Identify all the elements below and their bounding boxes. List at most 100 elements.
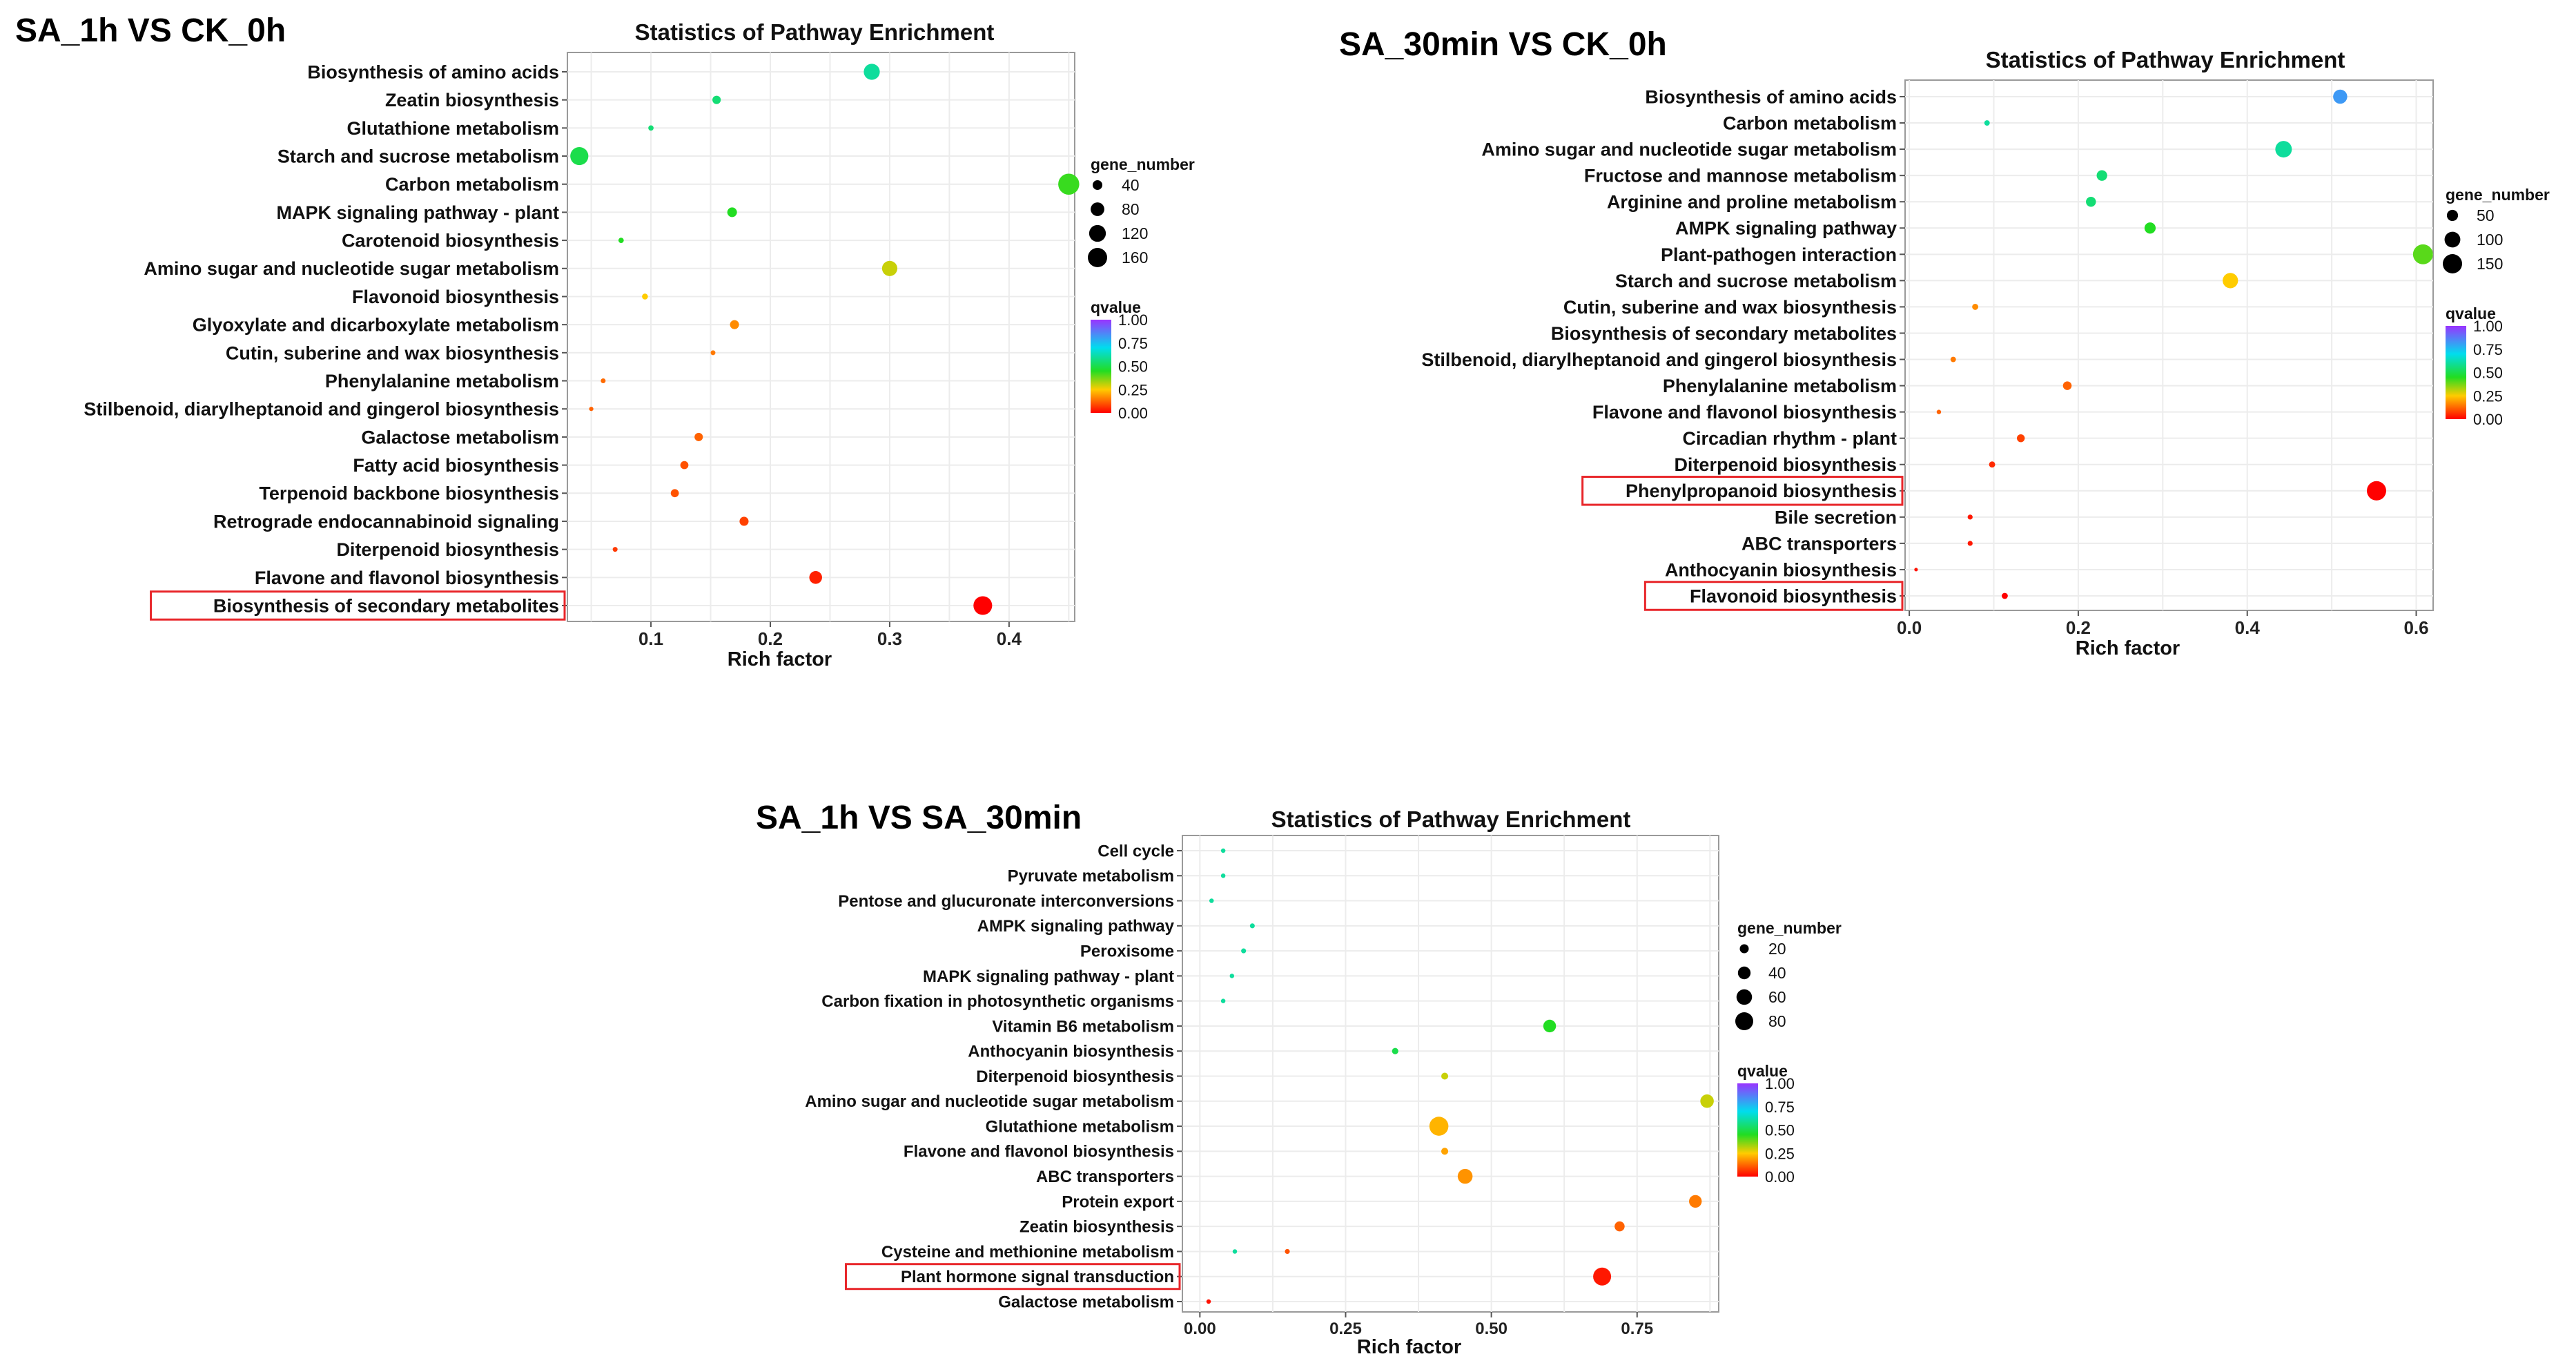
size-legend-dot bbox=[1089, 224, 1106, 242]
data-point bbox=[1936, 409, 1942, 414]
data-point bbox=[1392, 1047, 1398, 1054]
size-legend-title: gene_number bbox=[1737, 919, 1842, 937]
data-point bbox=[2144, 222, 2156, 234]
y-category-label: Flavone and flavonol biosynthesis bbox=[255, 568, 559, 588]
y-category-label: Pyruvate metabolism bbox=[1008, 867, 1174, 886]
data-point bbox=[589, 407, 594, 412]
data-point bbox=[727, 207, 737, 218]
data-point bbox=[2412, 244, 2433, 264]
size-legend-dot bbox=[1739, 944, 1749, 954]
y-category-label: Phenylpropanoid biosynthesis bbox=[1626, 481, 1897, 501]
plot-area bbox=[1182, 835, 1719, 1313]
size-legend-label: 150 bbox=[2477, 255, 2503, 273]
y-category-label: MAPK signaling pathway - plant bbox=[276, 202, 559, 223]
data-point bbox=[1689, 1195, 1702, 1208]
y-category-label: Galactose metabolism bbox=[361, 427, 559, 447]
data-point bbox=[642, 293, 648, 300]
y-category-label: Anthocyanin biosynthesis bbox=[968, 1043, 1174, 1061]
data-point bbox=[1972, 303, 1979, 310]
data-point bbox=[1914, 568, 1918, 572]
data-point bbox=[1614, 1221, 1625, 1232]
data-point bbox=[612, 547, 618, 552]
chart-title: Statistics of Pathway Enrichment bbox=[1986, 47, 2345, 73]
plot-area bbox=[567, 52, 1075, 622]
y-category-label: Phenylalanine metabolism bbox=[325, 371, 559, 392]
data-point bbox=[863, 64, 880, 80]
y-category-label: Protein export bbox=[1062, 1192, 1174, 1211]
data-point bbox=[2086, 196, 2096, 207]
data-point bbox=[1249, 923, 1255, 929]
y-category-label: Cutin, suberine and wax biosynthesis bbox=[1563, 297, 1897, 318]
y-category-label: Biosynthesis of amino acids bbox=[307, 61, 559, 82]
data-point bbox=[1285, 1248, 1290, 1255]
color-legend-bar bbox=[1091, 320, 1111, 413]
x-tick-label: 0.25 bbox=[1329, 1320, 1362, 1338]
data-point bbox=[1441, 1148, 1449, 1155]
x-tick-label: 0.4 bbox=[2235, 617, 2261, 638]
panel-label: SA_30min VS CK_0h bbox=[1339, 26, 1667, 63]
chart-title: Statistics of Pathway Enrichment bbox=[635, 19, 995, 45]
y-category-label: Terpenoid backbone biosynthesis bbox=[259, 483, 559, 504]
x-tick-label: 0.3 bbox=[877, 628, 902, 649]
chart-panel-2: SA_30min VS CK_0h Statistics of Pathway E… bbox=[1339, 26, 2550, 659]
size-legend-dot bbox=[1735, 1012, 1753, 1030]
y-category-label: Galactose metabolism bbox=[998, 1293, 1174, 1311]
size-legend-title: gene_number bbox=[2446, 186, 2550, 204]
size-legend-title: gene_number bbox=[1091, 155, 1195, 173]
data-point bbox=[670, 489, 679, 498]
y-category-label: Glutathione metabolism bbox=[986, 1117, 1174, 1136]
data-point bbox=[809, 571, 822, 584]
data-point bbox=[618, 238, 624, 243]
color-legend-label: 0.50 bbox=[2473, 365, 2503, 382]
color-legend-label: 0.25 bbox=[1765, 1145, 1795, 1162]
y-category-label: Diterpenoid biosynthesis bbox=[976, 1067, 1174, 1086]
data-point bbox=[1220, 848, 1226, 853]
y-category-label: Pentose and glucuronate interconversions bbox=[838, 892, 1174, 911]
x-axis-label: Rich factor bbox=[728, 648, 832, 670]
color-legend-title: qvalue bbox=[1737, 1062, 1788, 1080]
color-legend-label: 0.00 bbox=[2473, 411, 2503, 428]
y-category-label: AMPK signaling pathway bbox=[1675, 218, 1897, 239]
size-legend-dot bbox=[1736, 989, 1753, 1005]
size-legend-label: 40 bbox=[1768, 964, 1786, 982]
size-legend-dot bbox=[1093, 180, 1102, 190]
data-point bbox=[2002, 592, 2008, 599]
data-point bbox=[739, 516, 749, 526]
y-category-label: Cutin, suberine and wax biosynthesis bbox=[226, 342, 559, 363]
panel-label: SA_1h VS CK_0h bbox=[15, 12, 286, 49]
color-legend-label: 1.00 bbox=[1765, 1075, 1795, 1092]
data-point bbox=[1967, 514, 1973, 520]
data-point bbox=[680, 461, 689, 470]
x-axis-label: Rich factor bbox=[2076, 637, 2180, 659]
x-tick-label: 0.00 bbox=[1184, 1320, 1216, 1338]
size-legend-dot bbox=[1737, 966, 1751, 980]
y-category-label: Zeatin biosynthesis bbox=[385, 90, 559, 110]
x-tick-label: 0.75 bbox=[1621, 1320, 1653, 1338]
size-legend-label: 50 bbox=[2477, 206, 2495, 224]
y-category-label: Flavonoid biosynthesis bbox=[352, 287, 559, 307]
color-legend-title: qvalue bbox=[1091, 298, 1141, 316]
y-category-label: Biosynthesis of amino acids bbox=[1645, 86, 1897, 107]
color-legend-label: 1.00 bbox=[1118, 311, 1148, 329]
size-legend-label: 120 bbox=[1122, 224, 1148, 242]
y-category-label: Carbon metabolism bbox=[385, 174, 559, 195]
data-point bbox=[1967, 541, 1973, 546]
y-category-label: Carotenoid biosynthesis bbox=[342, 231, 559, 251]
data-point bbox=[1206, 1299, 1211, 1304]
size-legend-label: 80 bbox=[1122, 200, 1140, 218]
data-point bbox=[570, 146, 589, 166]
color-legend-title: qvalue bbox=[2446, 305, 2496, 322]
y-category-label: Peroxisome bbox=[1080, 943, 1174, 961]
color-legend-label: 0.00 bbox=[1118, 405, 1148, 422]
data-point bbox=[1984, 120, 1990, 126]
y-category-label: ABC transporters bbox=[1036, 1168, 1174, 1186]
color-legend-label: 0.50 bbox=[1118, 358, 1148, 376]
y-category-label: Flavone and flavonol biosynthesis bbox=[1592, 402, 1897, 423]
y-category-label: Arginine and proline metabolism bbox=[1607, 192, 1897, 213]
y-category-label: ABC transporters bbox=[1741, 533, 1897, 554]
x-tick-label: 0.6 bbox=[2403, 617, 2428, 638]
color-legend-label: 1.00 bbox=[2473, 318, 2503, 335]
y-category-label: Bile secretion bbox=[1775, 507, 1897, 528]
data-point bbox=[1220, 873, 1226, 878]
